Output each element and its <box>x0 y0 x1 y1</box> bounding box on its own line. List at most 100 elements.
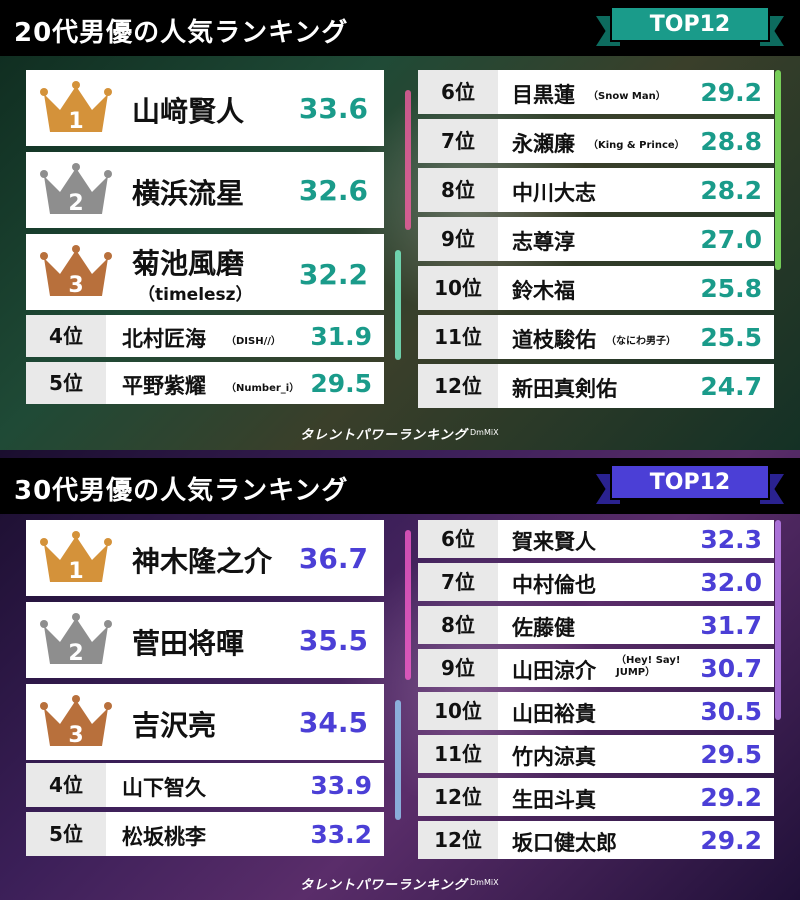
actor-name: 横浜流星 <box>132 177 245 210</box>
actor-name: 北村匠海 <box>122 327 206 351</box>
rank-row: 5位 平野紫耀 （Number_i） 29.5 <box>26 362 384 404</box>
actor-name: 菅田将暉 <box>132 627 245 660</box>
rank-row: 12位 新田真剣佑 24.7 <box>418 364 774 408</box>
rank-label: 7位 <box>418 119 498 163</box>
section-title: 20代男優の人気ランキング <box>14 18 349 48</box>
source-logo: タレントパワーランキング <box>300 428 468 443</box>
actor-name: 神木隆之介 <box>132 545 273 578</box>
score: 29.2 <box>700 78 762 107</box>
rank-label: 10位 <box>418 692 498 730</box>
rank-label: 8位 <box>418 606 498 644</box>
group-name: （Number_i） <box>226 383 300 394</box>
rank-label: 6位 <box>418 520 498 558</box>
score: 34.5 <box>298 706 368 739</box>
group-name: （timelesz） <box>138 285 253 305</box>
top12-badge: TOP12 <box>596 464 784 508</box>
actor-name: 平野紫耀 <box>122 374 206 398</box>
actor-name: 道枝駿佑 <box>512 328 596 352</box>
crown-number: 3 <box>68 273 83 298</box>
actor-name: 中川大志 <box>512 181 596 205</box>
crown-number: 3 <box>68 723 83 748</box>
actor-name: 山下智久 <box>122 776 206 800</box>
actor-name: 吉沢亮 <box>132 709 217 742</box>
actor-name: 中村倫也 <box>512 573 596 597</box>
rank-label: 6位 <box>418 70 498 114</box>
rank-row: 8位 佐藤健 31.7 <box>418 606 774 644</box>
section-title-bar: 30代男優の人気ランキング TOP12 <box>0 458 800 514</box>
rank-label: 11位 <box>418 315 498 359</box>
actor-name: 山田裕貴 <box>512 702 596 726</box>
badge-label: TOP12 <box>610 6 770 42</box>
actor-name: 賀来賢人 <box>512 530 596 554</box>
rank-label: 9位 <box>418 217 498 261</box>
rank-2-card: 2 菅田将暉 35.5 <box>26 602 384 678</box>
silver-crown-icon: 2 <box>40 162 112 218</box>
group-name: （King & Prince） <box>588 140 685 151</box>
actor-name: 生田斗真 <box>512 788 596 812</box>
background-neon-decoration <box>775 520 781 720</box>
score: 32.2 <box>298 258 368 291</box>
rank-row: 6位 目黒蓮 （Snow Man） 29.2 <box>418 70 774 114</box>
crown-number: 1 <box>68 559 83 584</box>
background-neon-decoration <box>395 250 401 360</box>
rank-row: 9位 志尊淳 27.0 <box>418 217 774 261</box>
rank-1-card: 1 山﨑賢人 33.6 <box>26 70 384 146</box>
score: 32.6 <box>298 174 368 207</box>
score: 25.5 <box>700 323 762 352</box>
group-name: （Hey! Say! JUMP） <box>616 655 681 678</box>
section-title: 30代男優の人気ランキング <box>14 476 349 506</box>
silver-crown-icon: 2 <box>40 612 112 668</box>
rank-row: 6位 賀来賢人 32.3 <box>418 520 774 558</box>
gold-crown-icon: 1 <box>40 530 112 586</box>
actor-name: 竹内涼真 <box>512 745 596 769</box>
ranking-section-20s: 20代男優の人気ランキング TOP12 1 山﨑賢人 33.6 2 横浜流星 3… <box>0 0 800 450</box>
score: 28.2 <box>700 176 762 205</box>
score: 32.0 <box>700 568 762 597</box>
actor-name: 目黒蓮 <box>512 83 575 107</box>
background-neon-decoration <box>395 700 401 820</box>
rank-label: 7位 <box>418 563 498 601</box>
actor-name: 山田涼介 <box>512 659 596 683</box>
rank-row: 7位 永瀬廉 （King & Prince） 28.8 <box>418 119 774 163</box>
rank-row: 12位 生田斗真 29.2 <box>418 778 774 816</box>
rank-row: 12位 坂口健太郎 29.2 <box>418 821 774 859</box>
section-title-bar: 20代男優の人気ランキング TOP12 <box>0 0 800 56</box>
rank-row: 8位 中川大志 28.2 <box>418 168 774 212</box>
score: 29.2 <box>700 826 762 855</box>
ranking-section-30s: 30代男優の人気ランキング TOP12 1 神木隆之介 36.7 2 菅田将暉 … <box>0 450 800 900</box>
rank-row: 7位 中村倫也 32.0 <box>418 563 774 601</box>
background-neon-decoration <box>405 90 411 230</box>
rank-row: 4位 山下智久 33.9 <box>26 763 384 807</box>
rank-label: 9位 <box>418 649 498 687</box>
score: 31.7 <box>700 611 762 640</box>
sponsor-logo: DmMiX <box>470 878 499 887</box>
rank-label: 12位 <box>418 364 498 408</box>
rank-row: 11位 竹内涼真 29.5 <box>418 735 774 773</box>
rank-label: 10位 <box>418 266 498 310</box>
score: 36.7 <box>298 542 368 575</box>
score: 30.7 <box>700 654 762 683</box>
bronze-crown-icon: 3 <box>40 694 112 750</box>
rank-row: 4位 北村匠海 （DISH//） 31.9 <box>26 315 384 357</box>
crown-number: 1 <box>68 109 83 134</box>
score: 33.6 <box>298 92 368 125</box>
background-neon-decoration <box>775 70 781 270</box>
bronze-crown-icon: 3 <box>40 244 112 300</box>
actor-name: 山﨑賢人 <box>132 95 245 128</box>
score: 29.2 <box>700 783 762 812</box>
rank-label: 12位 <box>418 778 498 816</box>
actor-name: 新田真剣佑 <box>512 377 617 401</box>
rank-label: 11位 <box>418 735 498 773</box>
score: 28.8 <box>700 127 762 156</box>
source-logo: タレントパワーランキング <box>300 878 468 893</box>
rank-label: 5位 <box>26 812 106 856</box>
rank-row: 11位 道枝駿佑 （なにわ男子） 25.5 <box>418 315 774 359</box>
actor-name: 菊池風磨 <box>132 247 245 280</box>
rank-row: 10位 鈴木福 25.8 <box>418 266 774 310</box>
actor-name: 志尊淳 <box>512 230 575 254</box>
rank-3-card: 3 菊池風磨 （timelesz） 32.2 <box>26 234 384 310</box>
score: 31.9 <box>310 322 372 351</box>
score: 30.5 <box>700 697 762 726</box>
score: 29.5 <box>310 369 372 398</box>
score: 32.3 <box>700 525 762 554</box>
